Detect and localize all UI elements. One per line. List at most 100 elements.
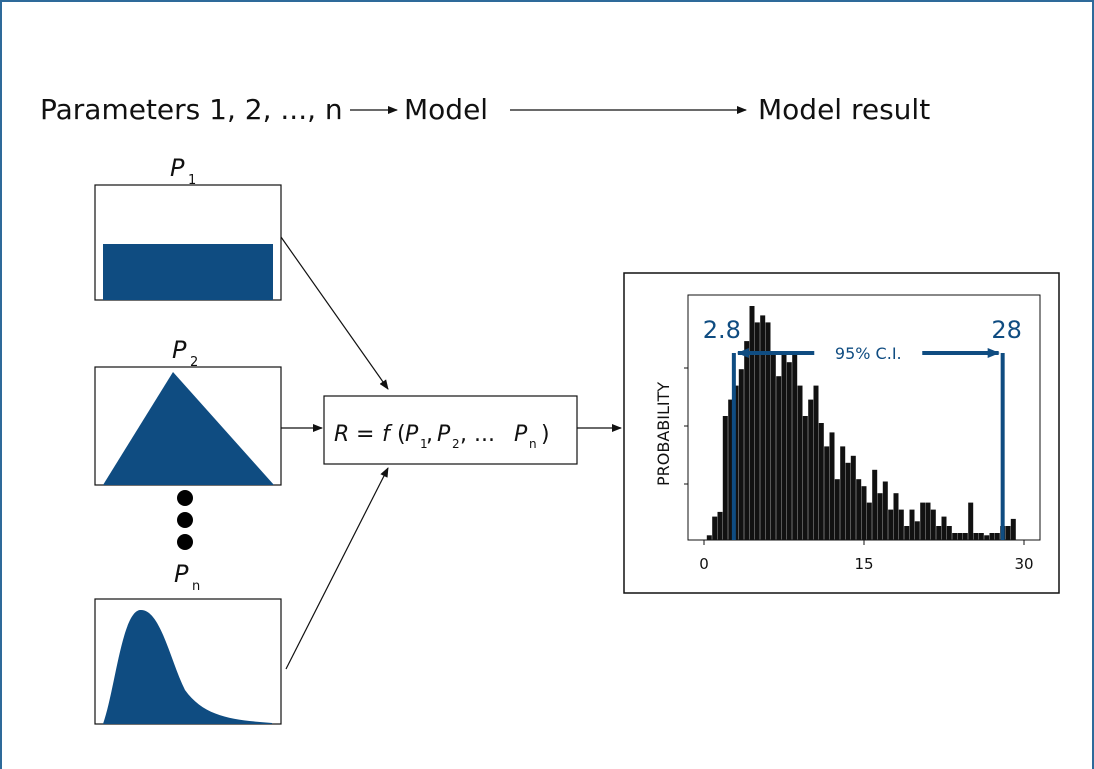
histogram-bar (797, 385, 803, 540)
histogram-bar (706, 535, 712, 540)
histogram-bar (888, 509, 894, 540)
histogram-bar (872, 469, 878, 540)
eq-sep2: , ... (460, 422, 495, 447)
histogram-bar (978, 533, 984, 540)
histogram-bar (989, 533, 995, 540)
histogram-bar (994, 533, 1000, 540)
p1-label: P (170, 154, 185, 182)
p1-uniform-shape (103, 244, 273, 300)
histogram-bars (706, 306, 1016, 540)
ci-high-label: 28 (991, 316, 1022, 344)
histogram-bar (760, 315, 766, 540)
histogram-bar (728, 399, 734, 540)
eq-p2: P (437, 422, 451, 447)
histogram-bar (893, 493, 899, 540)
eq-close-paren: ) (541, 422, 550, 447)
histogram-bar (1005, 526, 1011, 540)
eq-pn: P (514, 422, 528, 447)
eq-sep1: , (426, 422, 433, 447)
pn-skewed-shape (103, 609, 272, 724)
header-model: Model (404, 93, 488, 126)
histogram-bar (829, 432, 835, 540)
ci-low-label: 2.8 (703, 316, 741, 344)
histogram-bar (962, 533, 968, 540)
histogram-bar (802, 416, 808, 540)
header-parameters: Parameters 1, 2, ..., n (40, 93, 343, 126)
histogram-bar (856, 479, 862, 540)
histogram-bar (722, 416, 728, 540)
histogram-bar (845, 462, 851, 540)
p2-label: P (172, 336, 187, 364)
histogram-bar (920, 502, 926, 540)
eq-f: f (382, 422, 393, 447)
histogram-bar (946, 526, 952, 540)
histogram-bar (792, 352, 798, 540)
ellipsis-dot-1 (177, 490, 193, 506)
pn-subscript: n (192, 579, 200, 594)
histogram-bar (952, 533, 958, 540)
ellipsis-dot-2 (177, 512, 193, 528)
histogram-bar (786, 362, 792, 540)
y-axis-label: PROBABILITY (654, 382, 673, 486)
eq-equals: = (356, 422, 374, 447)
eq-r: R (334, 422, 349, 447)
histogram-bar (808, 399, 814, 540)
histogram-bar (850, 455, 856, 540)
histogram-bar (1010, 518, 1016, 540)
histogram-bar (861, 486, 867, 540)
histogram-bar (738, 369, 744, 540)
histogram-bar (717, 511, 723, 540)
arrow-p1-to-function (280, 236, 389, 390)
eq-p1-sub: 1 (420, 437, 428, 451)
confidence-interval: 2.8 28 95% C.I. (703, 316, 1022, 540)
histogram-bar (712, 516, 718, 540)
histogram-bar (898, 509, 904, 540)
histogram-bar (930, 509, 936, 540)
x-tick-label: 30 (1014, 555, 1033, 573)
histogram-bar (765, 322, 771, 540)
histogram-bar (877, 493, 883, 540)
histogram-bar (813, 385, 819, 540)
function-box (323, 395, 578, 465)
histogram-bar (936, 526, 942, 540)
histogram-bar (818, 423, 824, 540)
histogram-bar (776, 376, 782, 540)
eq-p1: P (405, 422, 419, 447)
arrow-pn-to-function (285, 467, 389, 670)
p2-triangular-shape (103, 372, 274, 485)
p1-subscript: 1 (188, 173, 196, 188)
x-axis-ticks: 0 15 30 (699, 540, 1034, 573)
histogram-bar (914, 521, 920, 540)
header-result: Model result (758, 93, 930, 126)
p2-subscript: 2 (190, 355, 198, 370)
histogram-bar (909, 509, 915, 540)
pn-label: P (174, 560, 189, 588)
histogram-bar (744, 341, 750, 540)
histogram-bar (781, 352, 787, 540)
histogram-bar (904, 526, 910, 540)
histogram-bar (749, 306, 755, 540)
function-equation: R = f ( P 1 , P 2 , ... P n ) (334, 422, 550, 451)
ci-label: 95% C.I. (835, 344, 902, 363)
histogram-bar (973, 533, 979, 540)
ellipsis-dot-3 (177, 534, 193, 550)
histogram-bar (770, 352, 776, 540)
histogram-bar (984, 535, 990, 540)
histogram-bar (840, 446, 846, 540)
histogram-bar (866, 502, 872, 540)
histogram-bar (754, 322, 760, 540)
x-tick-label: 0 (699, 555, 709, 573)
eq-p2-sub: 2 (452, 437, 460, 451)
histogram-bar (834, 479, 840, 540)
histogram-bar (733, 385, 739, 540)
histogram-bar (941, 516, 947, 540)
eq-pn-sub: n (529, 437, 537, 451)
x-tick-label: 15 (854, 555, 873, 573)
eq-open-paren: ( (397, 422, 406, 447)
histogram-bar (925, 502, 931, 540)
histogram-bar (824, 446, 830, 540)
ci-label-background (816, 342, 921, 364)
histogram-bar (957, 533, 963, 540)
